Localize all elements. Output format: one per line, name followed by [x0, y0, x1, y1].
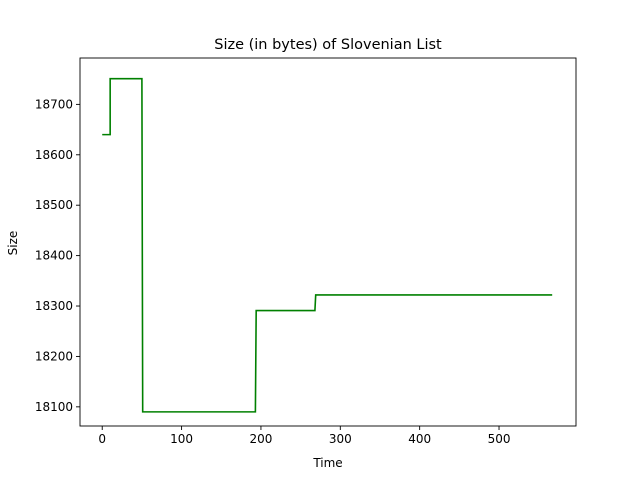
plot-area: 0 100 200 300 400 500 18100 18200 18300 18400 1850… — [35, 57, 577, 446]
y-tick-label-18600: 18600 — [35, 148, 73, 162]
y-tick-label-18200: 18200 — [35, 349, 73, 363]
y-tick-label-18400: 18400 — [35, 249, 73, 263]
x-tick-label-400: 400 — [408, 432, 431, 446]
series-line-0 — [102, 77, 553, 413]
y-tick-label-18100: 18100 — [35, 400, 73, 414]
y-tick-label-18700: 18700 — [35, 97, 73, 111]
x-tick-label-200: 200 — [249, 432, 272, 446]
x-axis-label: Time — [312, 456, 342, 470]
x-tick-label-300: 300 — [329, 432, 352, 446]
x-tick-label-0: 0 — [98, 432, 106, 446]
y-tick-label-18300: 18300 — [35, 299, 73, 313]
chart-title: Size (in bytes) of Slovenian List — [214, 37, 442, 53]
x-tick-label-100: 100 — [170, 432, 193, 446]
y-tick-label-18500: 18500 — [35, 198, 73, 212]
x-tick-label-500: 500 — [488, 432, 511, 446]
y-axis-label: Size — [6, 231, 20, 256]
plot-frame — [79, 57, 577, 427]
